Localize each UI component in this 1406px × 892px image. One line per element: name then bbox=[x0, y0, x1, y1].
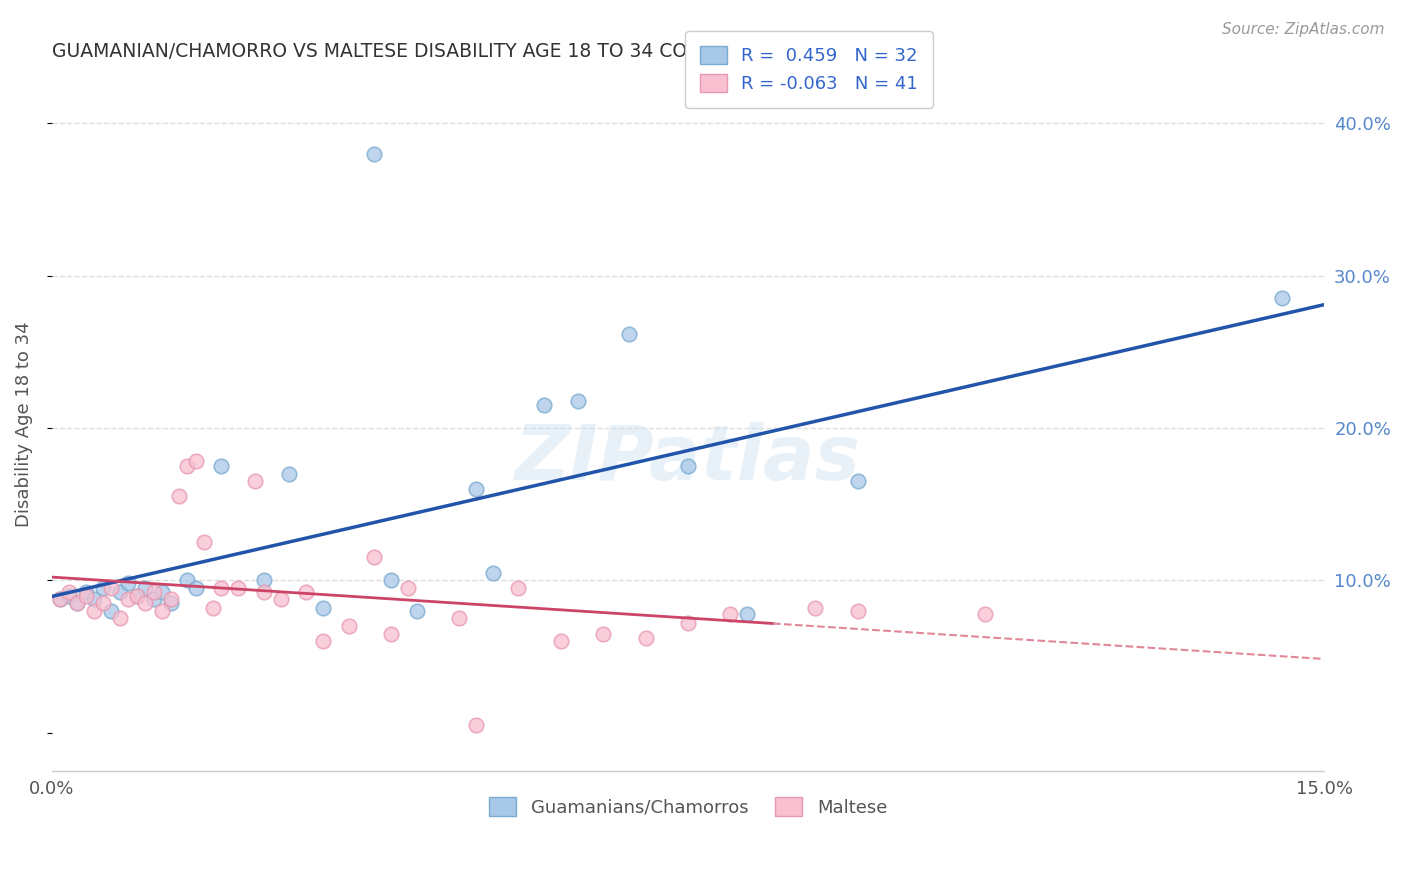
Point bbox=[176, 458, 198, 473]
Point bbox=[253, 574, 276, 588]
Point bbox=[91, 581, 114, 595]
Point bbox=[184, 581, 207, 595]
Point bbox=[100, 604, 122, 618]
Point bbox=[150, 585, 173, 599]
Point bbox=[245, 475, 267, 489]
Point bbox=[100, 581, 122, 595]
Point bbox=[66, 596, 89, 610]
Point bbox=[363, 550, 385, 565]
Point bbox=[567, 393, 589, 408]
Point bbox=[846, 604, 869, 618]
Point bbox=[125, 589, 148, 603]
Point bbox=[1271, 292, 1294, 306]
Point bbox=[108, 585, 131, 599]
Point bbox=[83, 591, 105, 606]
Point bbox=[167, 490, 190, 504]
Point bbox=[75, 589, 97, 603]
Point bbox=[533, 398, 555, 412]
Point bbox=[159, 591, 181, 606]
Point bbox=[66, 596, 89, 610]
Point bbox=[804, 600, 827, 615]
Point bbox=[676, 615, 699, 630]
Point bbox=[58, 589, 80, 603]
Point bbox=[482, 566, 505, 580]
Y-axis label: Disability Age 18 to 34: Disability Age 18 to 34 bbox=[15, 321, 32, 527]
Point bbox=[295, 585, 318, 599]
Point bbox=[150, 604, 173, 618]
Point bbox=[108, 611, 131, 625]
Point bbox=[228, 581, 250, 595]
Point bbox=[159, 596, 181, 610]
Point bbox=[405, 604, 427, 618]
Point bbox=[117, 591, 139, 606]
Point bbox=[363, 146, 385, 161]
Text: Source: ZipAtlas.com: Source: ZipAtlas.com bbox=[1222, 22, 1385, 37]
Point bbox=[465, 482, 488, 496]
Point bbox=[209, 458, 232, 473]
Point bbox=[49, 591, 72, 606]
Point bbox=[396, 581, 419, 595]
Point bbox=[720, 607, 742, 621]
Legend: Guamanians/Chamorros, Maltese: Guamanians/Chamorros, Maltese bbox=[482, 790, 894, 824]
Point bbox=[465, 718, 488, 732]
Point bbox=[312, 634, 335, 648]
Point bbox=[312, 600, 335, 615]
Text: GUAMANIAN/CHAMORRO VS MALTESE DISABILITY AGE 18 TO 34 CORRELATION CHART: GUAMANIAN/CHAMORRO VS MALTESE DISABILITY… bbox=[52, 42, 862, 61]
Point bbox=[270, 591, 292, 606]
Text: ZIPatlas: ZIPatlas bbox=[515, 422, 860, 496]
Point bbox=[447, 611, 470, 625]
Point bbox=[380, 574, 402, 588]
Point bbox=[550, 634, 572, 648]
Point bbox=[49, 591, 72, 606]
Point bbox=[508, 581, 530, 595]
Point bbox=[184, 454, 207, 468]
Point bbox=[846, 475, 869, 489]
Point bbox=[592, 626, 614, 640]
Point bbox=[117, 576, 139, 591]
Point bbox=[337, 619, 360, 633]
Point bbox=[142, 585, 165, 599]
Point bbox=[134, 581, 156, 595]
Point bbox=[737, 607, 759, 621]
Point bbox=[75, 585, 97, 599]
Point bbox=[91, 596, 114, 610]
Point bbox=[83, 604, 105, 618]
Point bbox=[176, 574, 198, 588]
Point bbox=[253, 585, 276, 599]
Point bbox=[676, 458, 699, 473]
Point bbox=[193, 535, 215, 549]
Point bbox=[201, 600, 224, 615]
Point bbox=[125, 589, 148, 603]
Point bbox=[974, 607, 997, 621]
Point bbox=[617, 326, 640, 341]
Point bbox=[209, 581, 232, 595]
Point bbox=[380, 626, 402, 640]
Point bbox=[278, 467, 301, 481]
Point bbox=[142, 591, 165, 606]
Point bbox=[58, 585, 80, 599]
Point bbox=[134, 596, 156, 610]
Point bbox=[634, 631, 657, 645]
